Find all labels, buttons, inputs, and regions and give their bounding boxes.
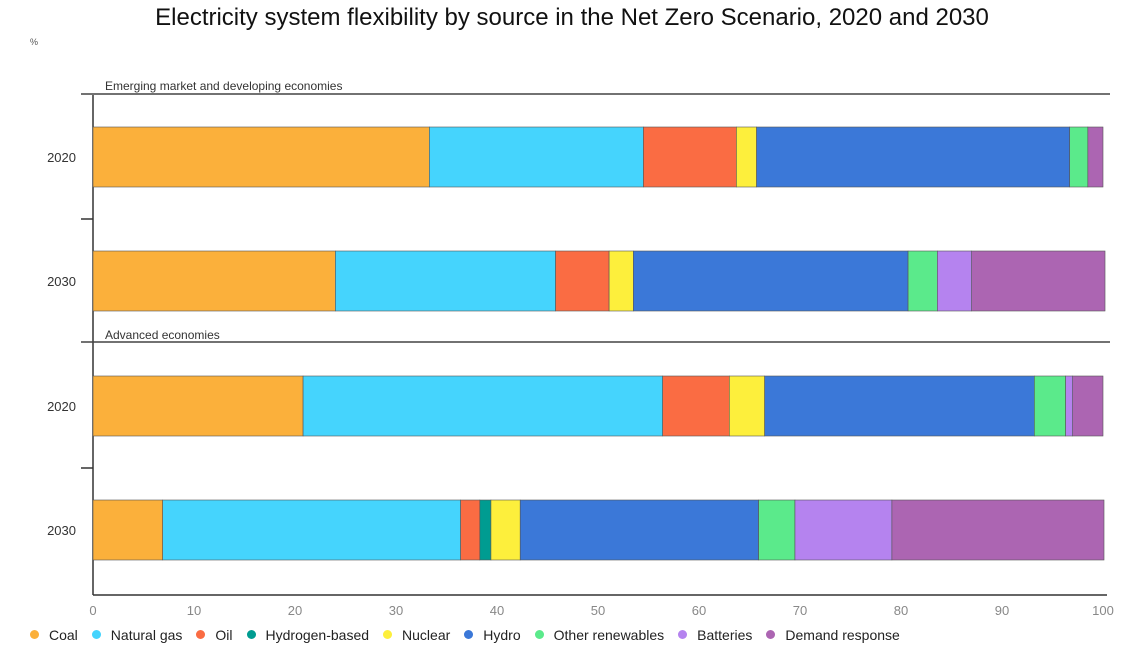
- legend-item: Demand response: [766, 626, 900, 643]
- legend-marker: [91, 630, 101, 639]
- bar-segment-demand-response: [971, 250, 1106, 312]
- chart-title: Electricity system flexibility by source…: [155, 4, 989, 31]
- legend-item: Other renewables: [534, 626, 665, 643]
- legend-label: Other renewables: [553, 626, 665, 643]
- legend-item: Batteries: [678, 627, 752, 643]
- legend-marker: [30, 630, 39, 639]
- bar-segment-other-renewables: [758, 499, 796, 561]
- bar-segment-demand-response: [1087, 126, 1104, 188]
- bar-segment-other-renewables: [1069, 126, 1089, 188]
- bar-category-label: 2020: [47, 399, 76, 414]
- bar-segment-nuclear: [608, 250, 634, 312]
- legend-label: Coal: [49, 626, 78, 643]
- bar-segment-nuclear: [728, 375, 765, 437]
- x-tick-label: 90: [995, 603, 1009, 618]
- bar-segment-batteries: [937, 250, 972, 312]
- x-tick-label: 100: [1092, 603, 1114, 618]
- x-tick-label: 20: [288, 603, 302, 618]
- legend-marker: [534, 630, 544, 639]
- group-label: Advanced economies: [105, 328, 220, 342]
- legend-item: Coal: [30, 627, 78, 643]
- bar-segment-demand-response: [891, 499, 1105, 561]
- group-label: Emerging market and developing economies: [105, 79, 342, 93]
- legend-item: Oil: [196, 626, 233, 643]
- bar-segment-coal: [92, 126, 430, 188]
- legend-label: Nuclear: [402, 626, 451, 643]
- x-tick-label: 30: [389, 603, 403, 618]
- legend-marker: [246, 630, 256, 639]
- chart-panel: % Emerging market and developing economie…: [20, 33, 1124, 619]
- legend-marker: [678, 630, 688, 639]
- legend-marker: [464, 630, 474, 639]
- bar-segment-natural-gas: [302, 375, 663, 437]
- legend-marker: [196, 630, 206, 639]
- bar-segment-oil: [555, 250, 610, 312]
- legend-marker: [766, 630, 776, 639]
- chart-legend: Coal Natural gas Oil Hydrogen-based Nuclear H…: [30, 626, 1144, 646]
- x-tick-label: 0: [89, 603, 96, 618]
- bar-segment-hydro: [519, 499, 759, 561]
- bar-segment-nuclear: [736, 126, 757, 188]
- bar-category-label: 2030: [47, 523, 76, 538]
- bar-category-label: 2020: [47, 150, 76, 165]
- x-tick-label: 10: [187, 603, 201, 618]
- bar-category-label: 2030: [47, 274, 76, 289]
- bar-segment-demand-response: [1072, 375, 1104, 437]
- x-tick-label: 40: [490, 603, 504, 618]
- bar-segment-coal: [92, 499, 163, 561]
- bar-segment-oil: [643, 126, 737, 188]
- x-tick-label: 80: [894, 603, 908, 618]
- bar-segment-hydro: [756, 126, 1070, 188]
- bar-segment-coal: [92, 250, 336, 312]
- bar-segment-nuclear: [490, 499, 521, 561]
- bar-segment-oil: [662, 375, 730, 437]
- bar-segment-batteries: [1065, 375, 1074, 437]
- bar-segment-hydro: [633, 250, 909, 312]
- legend-label: Natural gas: [110, 626, 183, 643]
- legend-item: Nuclear: [383, 627, 450, 643]
- bar-segment-coal: [92, 375, 304, 437]
- bar-segment-natural-gas: [335, 250, 556, 312]
- bar-segment-other-renewables: [907, 250, 938, 312]
- legend-item: Hydro: [464, 626, 521, 643]
- x-tick-label: 60: [692, 603, 706, 618]
- bar-segment-batteries: [794, 499, 893, 561]
- legend-label: Hydro: [483, 626, 521, 643]
- legend-label: Batteries: [697, 626, 753, 643]
- bar-segment-hydrogen-based: [479, 499, 492, 561]
- legend-item: Hydrogen-based: [246, 626, 370, 643]
- bar-segment-other-renewables: [1034, 375, 1066, 437]
- legend-label: Demand response: [785, 626, 900, 643]
- bar-segment-oil: [460, 499, 481, 561]
- x-tick-label: 70: [793, 603, 807, 618]
- legend-marker: [383, 630, 393, 639]
- legend-label: Hydrogen-based: [265, 626, 370, 643]
- bar-segment-hydro: [764, 375, 1035, 437]
- x-tick-label: 50: [591, 603, 605, 618]
- bar-segment-natural-gas: [429, 126, 644, 188]
- y-unit-label: %: [30, 37, 38, 47]
- chart-svg: % Emerging market and developing economie…: [30, 37, 1114, 618]
- bar-segment-natural-gas: [162, 499, 461, 561]
- legend-label: Oil: [215, 626, 233, 643]
- legend-item: Natural gas: [91, 626, 183, 643]
